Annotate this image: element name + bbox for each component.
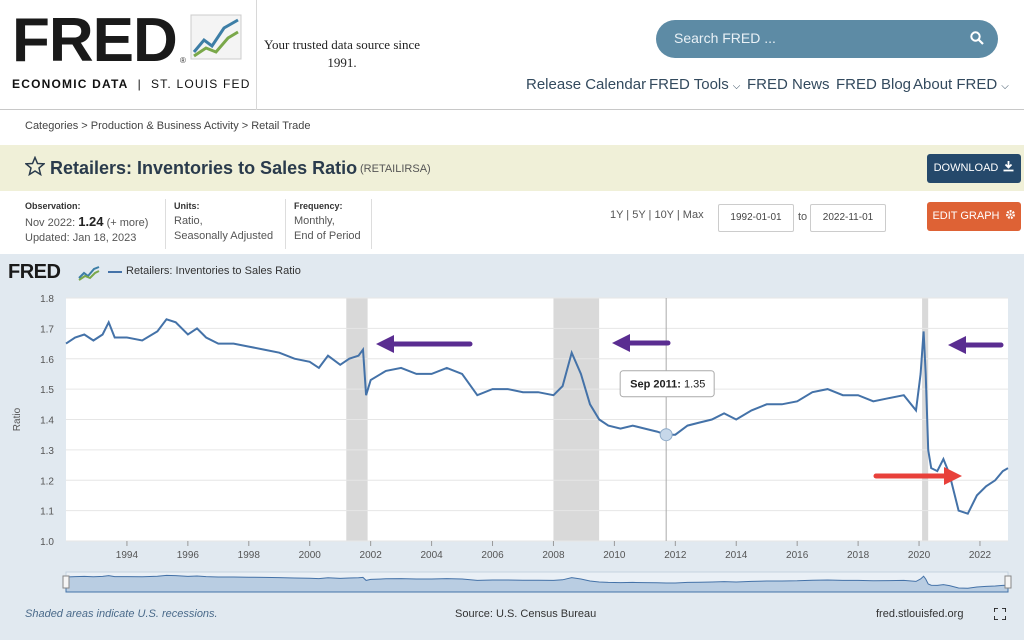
tooltip-text: Sep 2011: 1.35 <box>630 379 705 391</box>
download-button[interactable]: DOWNLOAD <box>927 154 1021 183</box>
x-tick-label: 2014 <box>725 550 748 561</box>
fred-mini-logo: FRED <box>8 261 61 283</box>
x-tick-label: 1994 <box>116 550 139 561</box>
y-tick-label: 1.6 <box>40 355 54 366</box>
end-date-input[interactable]: 2022-11-01 <box>810 204 886 232</box>
tooltip-box <box>619 370 715 398</box>
annotation-arrow-head <box>612 334 630 352</box>
frequency-value: Monthly, <box>294 215 335 227</box>
breadcrumb[interactable]: Categories > Production & Business Activ… <box>25 120 311 132</box>
x-tick-label: 2006 <box>481 550 504 561</box>
x-tick-label: 2008 <box>542 550 565 561</box>
units-block: Units: Ratio, Seasonally Adjusted <box>174 199 273 244</box>
source-note[interactable]: Source: U.S. Census Bureau <box>455 608 597 620</box>
y-tick-label: 1.3 <box>40 446 54 457</box>
x-tick-label: 2012 <box>664 550 687 561</box>
star-icon[interactable] <box>25 156 45 176</box>
legend-label: Retailers: Inventories to Sales Ratio <box>126 265 301 277</box>
series-id: (RETAILIRSA) <box>360 163 431 175</box>
search-input[interactable]: Search FRED ... <box>674 30 776 46</box>
mini-logo-graph-icon <box>78 266 100 281</box>
x-tick-label: 1998 <box>238 550 261 561</box>
logo-subtitle: ECONOMIC DATA | ST. LOUIS FED <box>12 77 251 91</box>
start-date-input[interactable]: 1992-01-01 <box>718 204 794 232</box>
logo-wordmark: FRED <box>12 6 178 75</box>
x-tick-label: 2020 <box>908 550 931 561</box>
nav-fred-tools[interactable]: FRED Tools ⌵ <box>649 76 741 93</box>
gear-icon <box>1005 210 1015 219</box>
tagline: Your trusted data source since 1991. <box>263 37 421 70</box>
to-label: to <box>798 211 808 223</box>
y-tick-label: 1.4 <box>40 416 54 427</box>
edit-graph-button[interactable]: EDIT GRAPH <box>927 202 1021 231</box>
x-tick-label: 2010 <box>603 550 626 561</box>
y-tick-label: 1.2 <box>40 476 54 487</box>
x-tick-label: 1996 <box>177 550 200 561</box>
observation-date: Nov 2022: <box>25 217 76 229</box>
x-tick-label: 2018 <box>847 550 870 561</box>
divider <box>371 199 372 249</box>
download-icon <box>1003 161 1014 172</box>
y-tick-label: 1.8 <box>40 294 54 305</box>
annotation-arrow-head <box>376 335 394 353</box>
frequency-period: End of Period <box>294 230 361 242</box>
annotation-arrow-head <box>944 467 962 485</box>
units-adjustment: Seasonally Adjusted <box>174 230 274 242</box>
chevron-down-icon: ⌵ <box>732 81 741 92</box>
nav-about-fred[interactable]: About FRED ⌵ <box>913 76 1009 93</box>
site-header: FRED ® ECONOMIC DATA | ST. LOUIS FED You… <box>0 0 1024 110</box>
navigator-series <box>65 574 1009 593</box>
legend-swatch <box>108 271 122 273</box>
x-tick-label: 2000 <box>299 550 322 561</box>
range-links[interactable]: 1Y | 5Y | 10Y | Max <box>610 209 704 221</box>
hover-marker <box>659 428 673 442</box>
nav-release-calendar[interactable]: Release Calendar <box>526 76 647 93</box>
divider <box>165 199 166 249</box>
logo-graph-icon <box>190 14 242 60</box>
units-value: Ratio, <box>174 215 203 227</box>
navigator-handle-right <box>1004 575 1012 589</box>
divider <box>285 199 286 249</box>
nav-fred-blog[interactable]: FRED Blog <box>836 76 912 93</box>
annotation-arrow-head <box>948 336 966 354</box>
units-label: Units: <box>174 201 200 211</box>
updated-date: Updated: Jan 18, 2023 <box>25 232 137 244</box>
y-tick-label: 1.7 <box>40 324 54 335</box>
navigator-handle-left <box>62 575 70 589</box>
x-tick-label: 2004 <box>420 550 443 561</box>
x-tick-label: 2016 <box>786 550 809 561</box>
y-tick-label: 1.5 <box>40 385 54 396</box>
fred-logo[interactable]: FRED ® ECONOMIC DATA | ST. LOUIS FED <box>0 0 257 110</box>
series-title-bar: Retailers: Inventories to Sales Ratio (R… <box>0 145 1024 191</box>
site-link[interactable]: fred.stlouisfed.org <box>876 608 964 620</box>
frequency-block: Frequency: Monthly, End of Period <box>294 199 361 244</box>
y-axis-label: Ratio <box>12 407 23 431</box>
frequency-label: Frequency: <box>294 201 343 211</box>
observation-block: Observation: Nov 2022: 1.24 (+ more) Upd… <box>25 199 148 246</box>
series-line <box>65 318 1009 515</box>
x-tick-label: 2002 <box>360 550 383 561</box>
search-icon[interactable] <box>970 31 984 45</box>
y-tick-label: 1.0 <box>40 537 54 548</box>
graph-panel: FRED Retailers: Inventories to Sales Rat… <box>0 254 1024 640</box>
observation-label: Observation: <box>25 201 81 211</box>
line-chart[interactable]: 1.0 1.1 1.2 1.3 1.4 1.5 1.6 1.7 1.8 1994 1996 1998 2… <box>0 254 1024 640</box>
x-tick-label: 2022 <box>969 550 992 561</box>
observation-value: 1.24 <box>78 214 104 229</box>
series-title: Retailers: Inventories to Sales Ratio <box>50 158 358 178</box>
fullscreen-icon[interactable] <box>994 608 1006 620</box>
nav-fred-news[interactable]: FRED News <box>747 76 830 93</box>
search-bar[interactable]: Search FRED ... <box>656 20 998 58</box>
more-link[interactable]: (+ more) <box>106 217 149 229</box>
chevron-down-icon: ⌵ <box>1001 81 1009 92</box>
recession-note: Shaded areas indicate U.S. recessions. <box>25 608 218 620</box>
registered-mark: ® <box>180 56 186 65</box>
y-tick-label: 1.1 <box>40 507 54 518</box>
